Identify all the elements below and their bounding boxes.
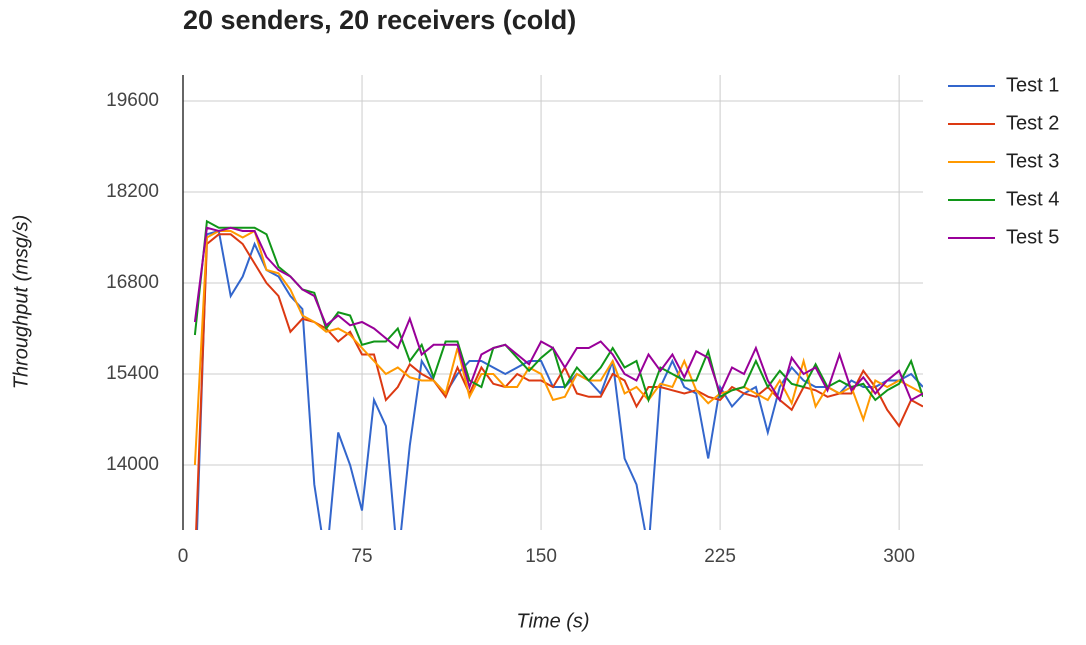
legend: Test 1 Test 2 Test 3 Test 4 Test 5 [948, 74, 1059, 248]
plot-area [193, 219, 923, 530]
legend-label: Test 2 [1006, 112, 1059, 134]
series-line [193, 219, 923, 404]
y-tick-label: 14000 [106, 454, 159, 475]
series-line [196, 229, 923, 530]
y-axis-title: Throughput (msg/s) [10, 215, 32, 390]
y-tick-label: 15400 [106, 363, 159, 384]
legend-label: Test 1 [1006, 74, 1059, 96]
y-tick-label: 18200 [106, 181, 159, 202]
legend-label: Test 5 [1006, 226, 1059, 248]
y-tick-label: 19600 [106, 90, 159, 111]
legend-label: Test 3 [1006, 150, 1059, 172]
x-tick-label: 150 [525, 546, 557, 567]
series-line [193, 229, 923, 466]
series-line [193, 226, 923, 403]
grid [182, 75, 923, 530]
y-tick-label: 16800 [106, 272, 159, 293]
x-tick-label: 225 [704, 546, 736, 567]
chart-title: 20 senders, 20 receivers (cold) [183, 5, 576, 35]
legend-label: Test 4 [1006, 188, 1059, 210]
x-tick-label: 300 [883, 546, 915, 567]
x-axis-title: Time (s) [516, 610, 589, 632]
x-tick-label: 75 [351, 546, 372, 567]
x-tick-label: 0 [178, 546, 189, 567]
